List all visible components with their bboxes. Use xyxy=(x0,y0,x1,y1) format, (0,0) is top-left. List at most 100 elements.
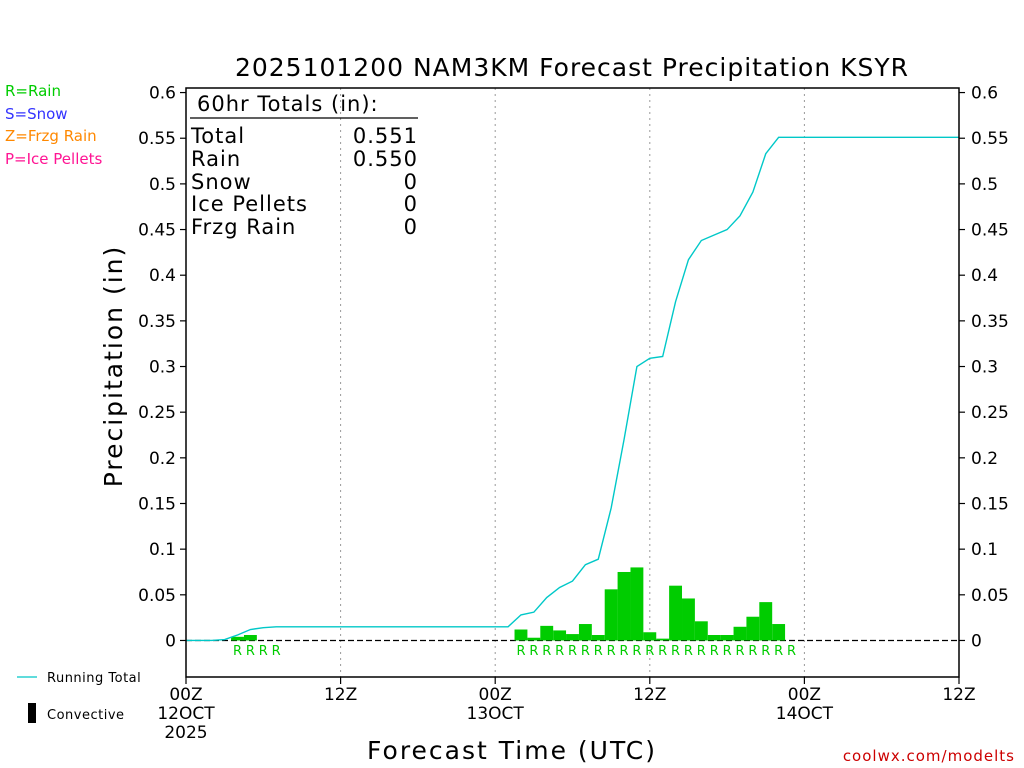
rain-bar xyxy=(231,636,244,641)
rain-bar xyxy=(591,634,605,641)
totals-heading: 60hr Totals (in): xyxy=(197,92,379,116)
rain-bar xyxy=(746,616,760,641)
totals-frzg-rain-label: Frzg Rain xyxy=(191,215,296,239)
precip-type-code: R xyxy=(620,644,629,659)
rain-bar xyxy=(578,624,592,641)
totals-box: 60hr Totals (in): Total 0.551 Rain 0.550… xyxy=(190,92,418,239)
totals-ice-pellets-value: 0 xyxy=(404,192,418,216)
rain-bar xyxy=(707,634,721,641)
precip-type-code: R xyxy=(555,644,564,659)
totals-total-label: Total xyxy=(190,124,245,148)
rain-bar xyxy=(243,634,257,641)
credit-link[interactable]: coolwx.com/modelts xyxy=(843,747,1015,765)
precip-type-code: R xyxy=(761,644,770,659)
precip-type-code: R xyxy=(787,644,796,659)
precip-type-code: R xyxy=(259,644,268,659)
legend-rain: R=Rain xyxy=(5,82,61,100)
totals-snow-value: 0 xyxy=(404,170,418,194)
precip-type-code: R xyxy=(516,644,525,659)
precip-type-code: R xyxy=(748,644,757,659)
y-tick-label-right: 0.05 xyxy=(971,586,1009,606)
y-tick-label-left: 0.35 xyxy=(138,312,176,332)
precip-type-code: R xyxy=(568,644,577,659)
x-tick-label: 2025 xyxy=(164,723,207,743)
y-tick-label-right: 0.2 xyxy=(971,449,998,469)
convective-swatch xyxy=(28,703,36,723)
precip-type-code: R xyxy=(594,644,603,659)
x-tick-label: 12Z xyxy=(942,685,975,705)
y-tick-label-left: 0.15 xyxy=(138,494,176,514)
legend-ice-pellets: P=Ice Pellets xyxy=(5,150,102,168)
x-tick-label: 13OCT xyxy=(467,704,525,724)
x-tick-label: 00Z xyxy=(788,685,821,705)
type-legend: R=Rain S=Snow Z=Frzg Rain P=Ice Pellets xyxy=(5,82,102,168)
legend-snow: S=Snow xyxy=(5,105,68,123)
rain-bar xyxy=(617,571,631,641)
rain-bar xyxy=(604,589,618,641)
rain-bar xyxy=(669,585,683,641)
precip-type-code: R xyxy=(723,644,732,659)
y-tick-label-left: 0.5 xyxy=(149,175,176,195)
y-tick-label-left: 0.25 xyxy=(138,403,176,423)
y-tick-label-left: 0.3 xyxy=(149,358,176,378)
x-tick-label: 12OCT xyxy=(157,704,215,724)
precip-type-code: R xyxy=(581,644,590,659)
y-axis-label: Precipitation (in) xyxy=(99,245,128,488)
precip-type-code: R xyxy=(735,644,744,659)
rain-bar xyxy=(527,637,541,641)
totals-frzg-rain-value: 0 xyxy=(404,215,418,239)
precip-type-code: R xyxy=(272,644,281,659)
series-legend: Running Total Convective xyxy=(17,671,141,723)
y-tick-label-left: 0.45 xyxy=(138,221,176,241)
y-tick-label-right: 0.45 xyxy=(971,221,1009,241)
y-tick-label-right: 0.4 xyxy=(971,266,998,286)
y-tick-label-right: 0.55 xyxy=(971,129,1009,149)
rain-bar xyxy=(566,634,579,641)
plot-area: 0 00.05 0.050.1 0.10.15 0.150.2 0.20.25 0.250.… xyxy=(138,84,1009,743)
precip-type-code: R xyxy=(607,644,616,659)
x-axis-label: Forecast Time (UTC) xyxy=(367,736,657,765)
y-tick-label-right: 0.1 xyxy=(971,540,998,560)
precip-type-code: R xyxy=(671,644,680,659)
rain-bar xyxy=(643,632,657,641)
rain-bar xyxy=(553,630,567,641)
y-tick-label-right: 0.15 xyxy=(971,494,1009,514)
plot-frame xyxy=(185,87,960,678)
y-tick-label-right: 0.3 xyxy=(971,358,998,378)
rain-bar xyxy=(540,625,554,641)
totals-rain-label: Rain xyxy=(191,147,241,171)
y-tick-label-left: 0.05 xyxy=(138,586,176,606)
running-total-line xyxy=(186,136,959,642)
precip-type-code: R xyxy=(529,644,538,659)
x-tick-label: 00Z xyxy=(169,685,202,705)
y-tick-label-left: 0 xyxy=(165,631,176,651)
rain-bar xyxy=(733,626,747,641)
totals-snow-label: Snow xyxy=(191,170,252,194)
x-tick-label: 12Z xyxy=(324,685,357,705)
totals-ice-pellets-label: Ice Pellets xyxy=(191,192,308,216)
rain-bar xyxy=(682,598,695,641)
y-tick-label-right: 0.5 xyxy=(971,175,998,195)
rain-bar xyxy=(720,634,734,641)
y-tick-label-left: 0.6 xyxy=(149,84,176,104)
precip-type-code: R xyxy=(710,644,719,659)
rain-bar xyxy=(759,602,773,641)
totals-rain-value: 0.550 xyxy=(353,147,418,171)
precip-type-code: R xyxy=(233,644,242,659)
y-tick-label-left: 0.1 xyxy=(149,540,176,560)
convective-legend-label: Convective xyxy=(47,708,125,723)
precip-type-code: R xyxy=(774,644,783,659)
precip-type-code: R xyxy=(697,644,706,659)
chart-title: 2025101200 NAM3KM Forecast Precipitation… xyxy=(235,53,909,82)
rain-bar xyxy=(630,567,644,641)
running-total-legend-label: Running Total xyxy=(47,671,141,686)
y-tick-label-right: 0 xyxy=(971,631,982,651)
precip-type-code: R xyxy=(658,644,667,659)
y-tick-label-left: 0.55 xyxy=(138,129,176,149)
precip-type-code: R xyxy=(684,644,693,659)
precip-type-code: R xyxy=(542,644,551,659)
x-tick-label: 12Z xyxy=(633,685,666,705)
y-tick-label-left: 0.2 xyxy=(149,449,176,469)
rain-bar xyxy=(514,629,528,641)
